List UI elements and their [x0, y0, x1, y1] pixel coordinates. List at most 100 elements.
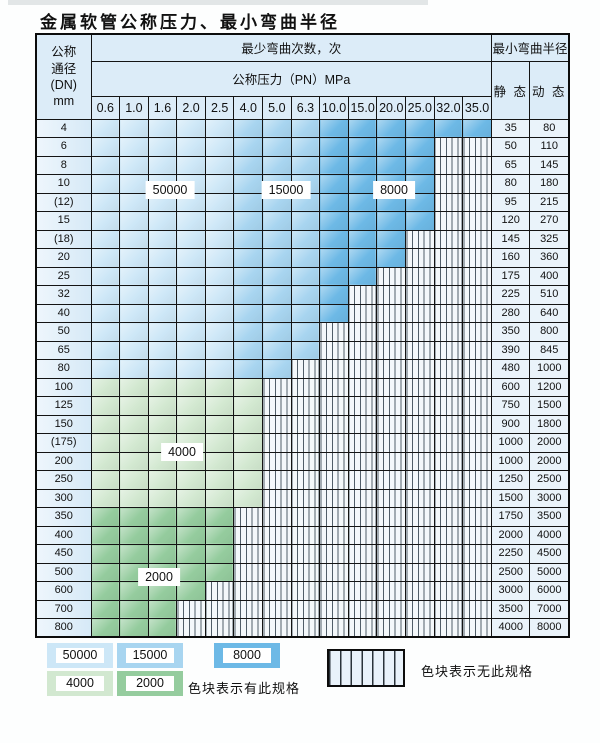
spec-cell-15000 — [233, 137, 264, 157]
no-spec-cell — [233, 562, 264, 582]
dynamic-radius-cell: 2000 — [529, 451, 570, 471]
pressure-value-header: 25.0 — [405, 95, 435, 120]
spec-cell-50000 — [119, 322, 149, 342]
dn-cell: (12) — [35, 192, 92, 212]
spec-cell-2000 — [90, 618, 121, 638]
scan-artifact — [8, 0, 428, 5]
spec-cell-8000 — [347, 155, 378, 175]
no-spec-cell — [347, 581, 378, 601]
dynamic-radius-cell: 845 — [529, 340, 570, 360]
no-spec-cell — [262, 544, 292, 564]
no-spec-cell — [376, 618, 407, 638]
no-spec-cell — [347, 377, 378, 397]
dn-cell: 15 — [35, 211, 92, 231]
spec-cell-8000 — [319, 174, 349, 194]
static-radius-cell: 1000 — [490, 433, 531, 453]
spec-cell-15000 — [262, 211, 292, 231]
dynamic-radius-cell: 325 — [529, 229, 570, 249]
no-spec-cell — [405, 451, 435, 471]
no-spec-cell — [262, 396, 292, 416]
no-spec-cell — [290, 451, 321, 471]
no-spec-cell — [433, 211, 464, 231]
no-spec-cell — [405, 599, 435, 619]
no-spec-cell — [176, 599, 206, 619]
no-spec-cell — [347, 433, 378, 453]
spec-cell-15000 — [262, 248, 292, 268]
static-column-header: 静 态 — [490, 60, 531, 120]
no-spec-cell — [462, 396, 492, 416]
no-spec-cell — [433, 451, 464, 471]
spec-cell-50000 — [176, 340, 206, 360]
spec-cell-15000 — [233, 285, 264, 305]
no-spec-cell — [319, 544, 349, 564]
spec-cell-8000 — [376, 229, 407, 249]
no-spec-cell — [433, 414, 464, 434]
spec-cell-50000 — [90, 155, 121, 175]
static-radius-cell: 2250 — [490, 544, 531, 564]
spec-cell-4000 — [176, 377, 206, 397]
static-radius-cell: 1000 — [490, 451, 531, 471]
spec-cell-50000 — [204, 229, 235, 249]
no-spec-cell — [376, 599, 407, 619]
table-row: 600 3000 6000 — [35, 581, 570, 601]
dynamic-radius-cell: 4500 — [529, 544, 570, 564]
spec-cell-50000 — [147, 155, 178, 175]
no-spec-cell — [376, 414, 407, 434]
spec-cell-4000 — [90, 396, 121, 416]
no-spec-cell — [405, 396, 435, 416]
spec-cell-2000 — [147, 618, 178, 638]
spec-cell-50000 — [176, 322, 206, 342]
spec-cell-50000 — [119, 211, 149, 231]
no-spec-cell — [204, 618, 235, 638]
no-spec-cell — [204, 581, 235, 601]
static-radius-cell: 120 — [490, 211, 531, 231]
spec-cell-15000 — [233, 359, 264, 379]
no-spec-cell — [262, 377, 292, 397]
spec-cell-4000 — [204, 414, 235, 434]
spec-cell-4000 — [147, 470, 178, 490]
spec-cell-8000 — [462, 118, 492, 138]
spec-cell-50000 — [90, 303, 121, 323]
table-row: 8 65 145 — [35, 155, 570, 175]
no-spec-cell — [433, 229, 464, 249]
dynamic-radius-cell: 640 — [529, 303, 570, 323]
pressure-value-header: 10.0 — [319, 95, 349, 120]
dn-cell: 4 — [35, 118, 92, 138]
no-spec-cell — [376, 433, 407, 453]
spec-cell-8000 — [347, 174, 378, 194]
no-spec-cell — [405, 248, 435, 268]
spec-cell-50000 — [119, 248, 149, 268]
spec-cell-2000 — [176, 581, 206, 601]
no-spec-cell — [233, 581, 264, 601]
table-row: 65 390 845 — [35, 340, 570, 360]
table-row: 6 50 110 — [35, 137, 570, 157]
spec-table-body: 4 35 80 6 50 110 8 65 145 10 80 180 (12) 95 215 15 120 27… — [35, 118, 570, 638]
spec-cell-8000 — [433, 118, 464, 138]
spec-cell-4000 — [147, 414, 178, 434]
spec-cell-50000 — [176, 118, 206, 138]
no-spec-cell — [204, 599, 235, 619]
spec-cell-2000 — [90, 507, 121, 527]
no-spec-cell — [405, 266, 435, 286]
no-spec-cell — [347, 599, 378, 619]
zone-label-8000: 8000 — [373, 181, 415, 199]
spec-cell-4000 — [119, 488, 149, 508]
no-spec-cell — [433, 137, 464, 157]
spec-cell-50000 — [147, 359, 178, 379]
table-row: (18) 145 325 — [35, 229, 570, 249]
static-radius-cell: 390 — [490, 340, 531, 360]
no-spec-cell — [347, 451, 378, 471]
spec-cell-15000 — [233, 118, 264, 138]
spec-cell-15000 — [233, 322, 264, 342]
spec-cell-50000 — [119, 118, 149, 138]
spec-cell-50000 — [204, 266, 235, 286]
spec-cell-50000 — [176, 211, 206, 231]
spec-cell-50000 — [90, 359, 121, 379]
spec-cell-2000 — [147, 507, 178, 527]
dynamic-radius-cell: 110 — [529, 137, 570, 157]
spec-cell-2000 — [147, 544, 178, 564]
spec-cell-15000 — [262, 285, 292, 305]
dynamic-radius-cell: 8000 — [529, 618, 570, 638]
no-spec-hatch-swatch — [327, 649, 405, 687]
no-spec-cell — [462, 525, 492, 545]
